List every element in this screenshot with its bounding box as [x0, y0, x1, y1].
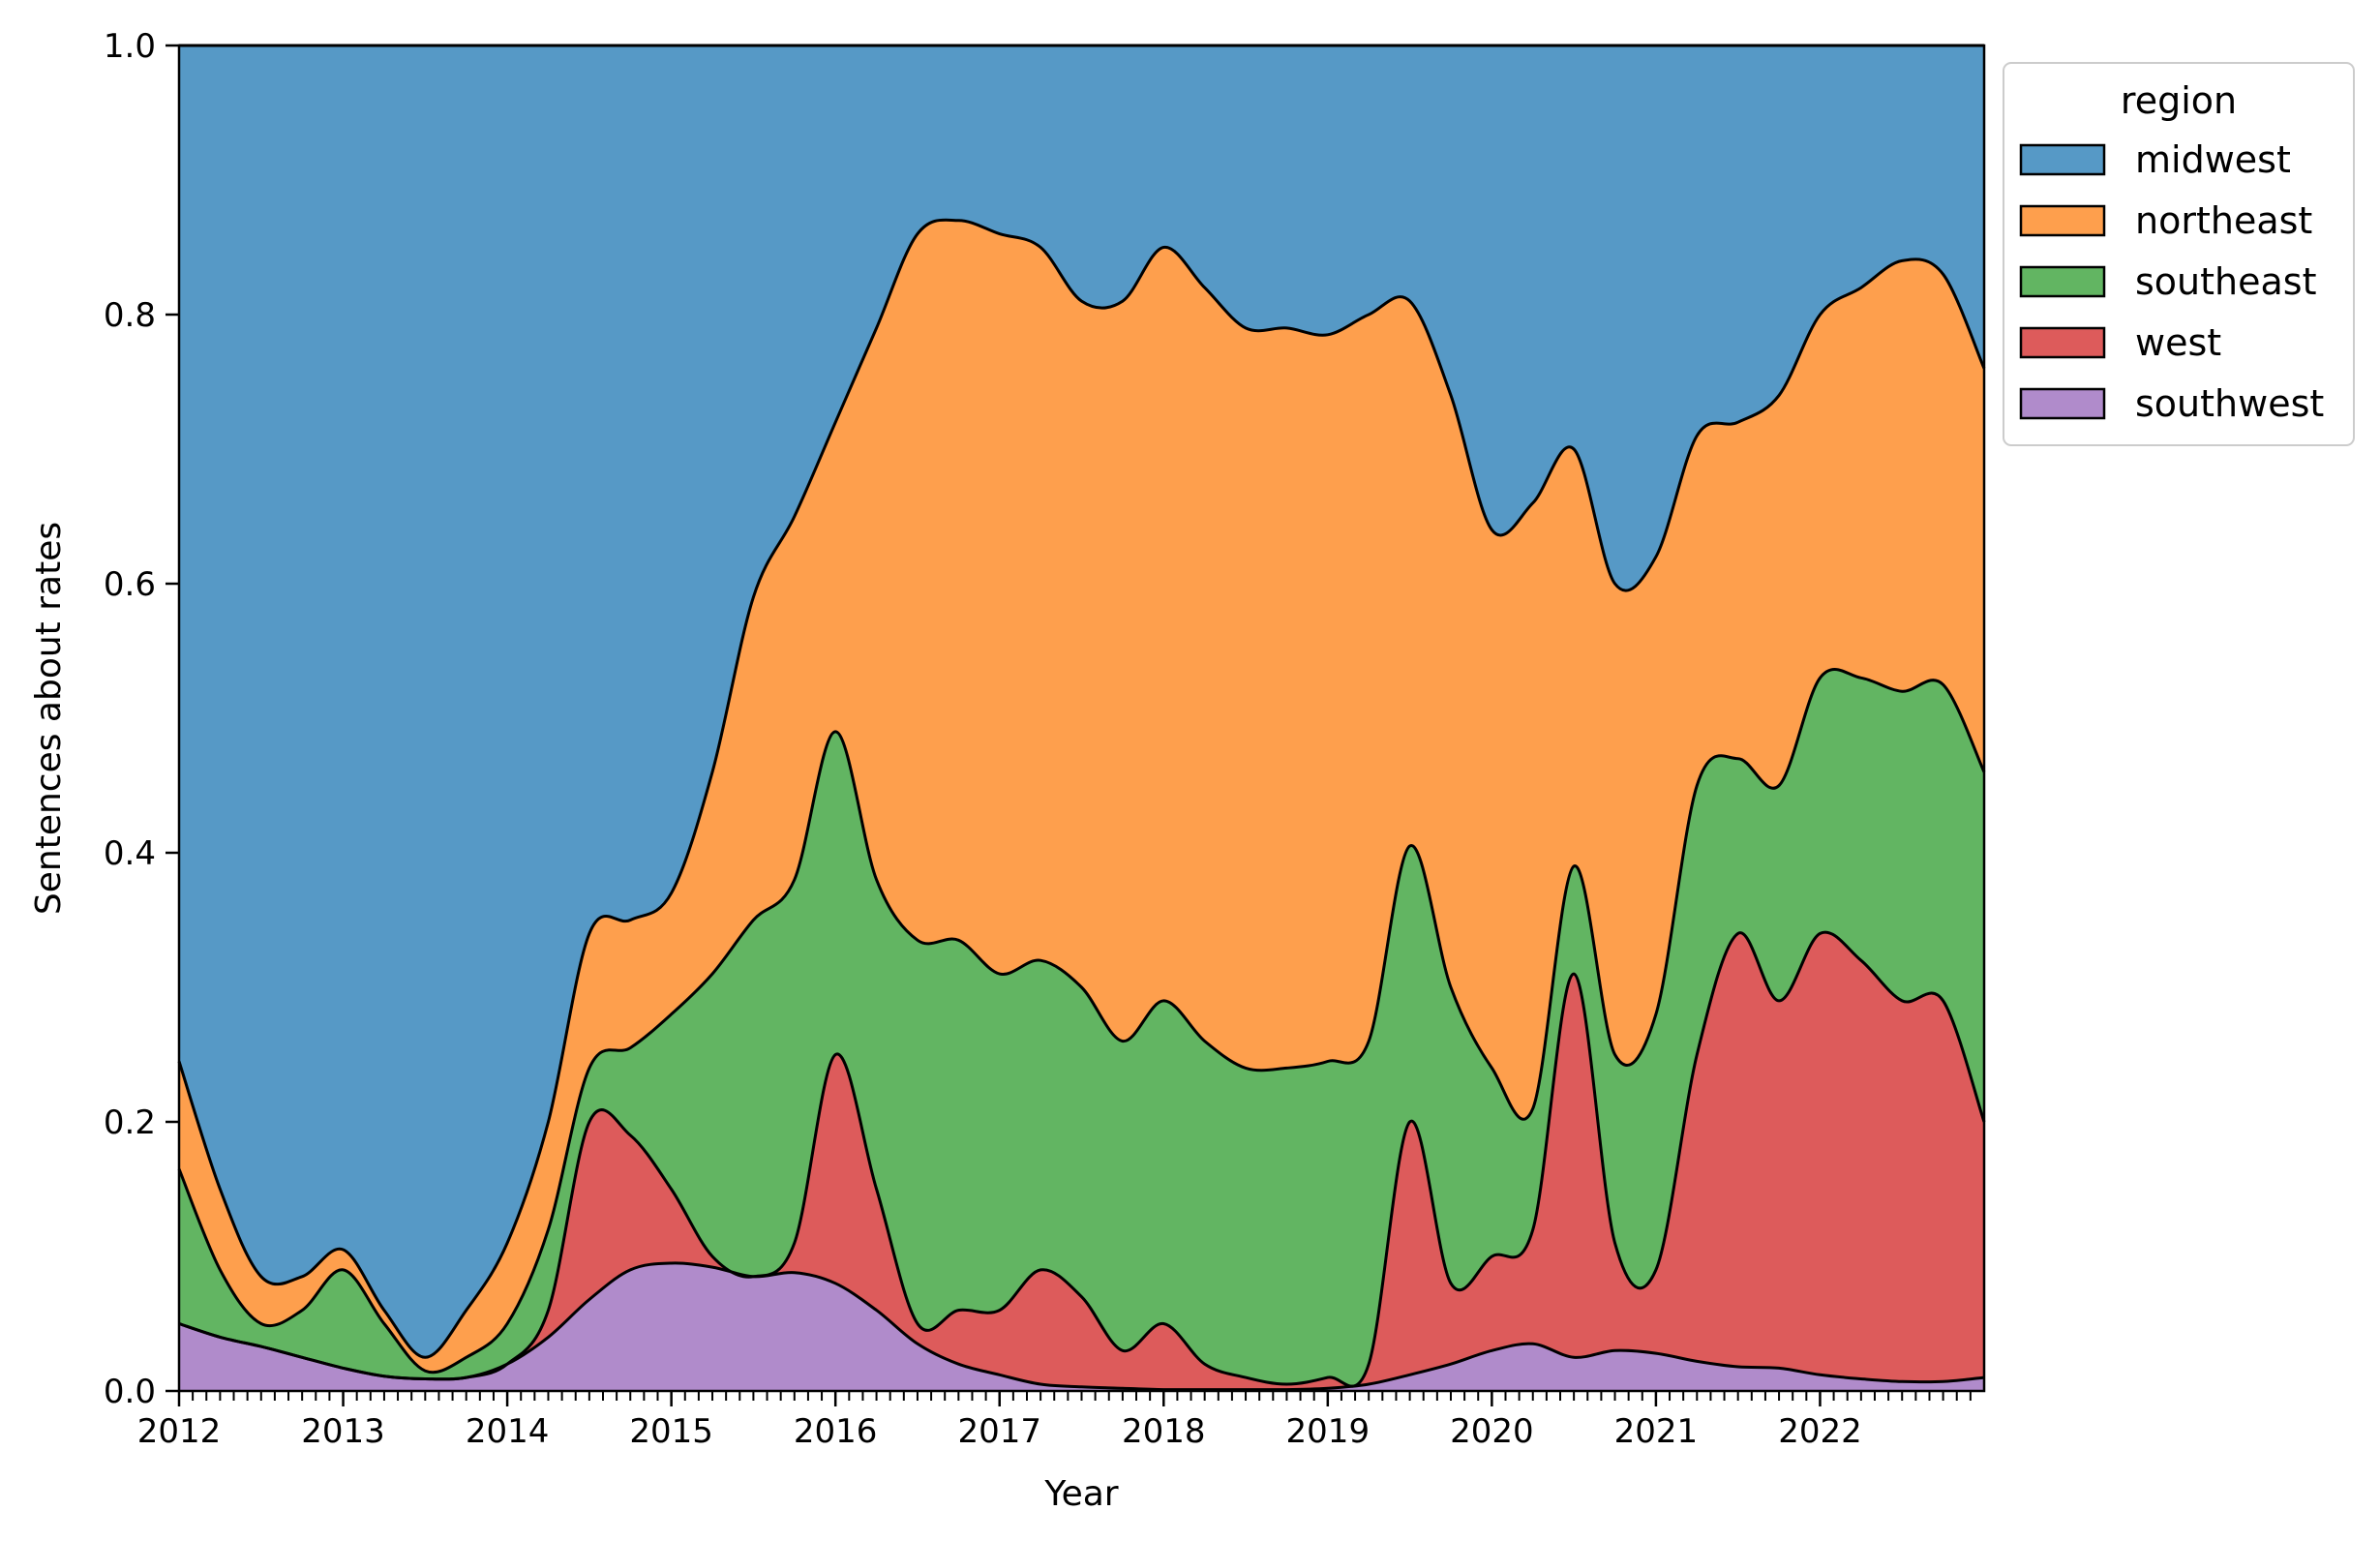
y-tick-label: 0.0	[104, 1373, 156, 1411]
legend-label-northeast: northeast	[2135, 199, 2312, 242]
x-tick-label: 2016	[794, 1412, 878, 1451]
legend-swatch-west	[2019, 326, 2106, 359]
area-outline-southeast	[177, 668, 1986, 1375]
x-tick-label: 2017	[957, 1412, 1041, 1451]
x-tick-label: 2012	[137, 1412, 222, 1451]
x-axis-label: Year	[1043, 1474, 1118, 1514]
x-tick-label: 2018	[1122, 1412, 1206, 1451]
x-tick-label: 2020	[1450, 1412, 1534, 1451]
y-tick-label: 1.0	[104, 27, 156, 66]
area-outline-west	[178, 930, 1986, 1388]
area-outline-northeast	[177, 218, 1986, 1359]
y-tick-label: 0.8	[104, 296, 156, 335]
x-tick-label: 2015	[629, 1412, 713, 1451]
area-west	[179, 932, 1984, 1390]
y-axis-label: Sentences about rates	[29, 522, 69, 915]
x-tick-label: 2021	[1614, 1412, 1699, 1451]
legend-swatch-southwest	[2019, 387, 2106, 420]
legend-title: region	[2121, 79, 2237, 122]
legend-swatch-northeast	[2019, 204, 2106, 237]
area-northeast	[179, 220, 1984, 1373]
x-tick-label: 2022	[1778, 1412, 1862, 1451]
legend-label-west: west	[2135, 321, 2221, 364]
x-tick-label: 2014	[466, 1412, 550, 1451]
legend-label-southwest: southwest	[2135, 382, 2324, 425]
y-axis: 0.0 0.2 0.4 0.6 0.8 1.0	[104, 27, 179, 1411]
legend-label-midwest: midwest	[2135, 138, 2291, 181]
area-midwest	[179, 45, 1984, 1358]
legend-swatch-southeast	[2019, 265, 2106, 298]
area-layer	[179, 45, 1984, 1391]
legend-items: midwest northeast southeast west southwest	[2019, 138, 2324, 425]
x-axis: 2012 2013 2014 2015 2016 2017 2018 2019 2020 2021…	[137, 1391, 1972, 1451]
legend-label-southeast: southeast	[2135, 260, 2316, 303]
area-southwest	[179, 1262, 1984, 1391]
x-tick-label: 2019	[1286, 1412, 1371, 1451]
legend-swatch-midwest	[2019, 143, 2106, 176]
y-tick-label: 0.4	[104, 834, 156, 873]
y-tick-label: 0.6	[104, 565, 156, 604]
x-tick-label: 2013	[301, 1412, 385, 1451]
y-tick-label: 0.2	[104, 1103, 156, 1142]
area-southeast	[179, 669, 1984, 1387]
legend: region midwest northeast southeast west sout…	[2003, 62, 2355, 446]
